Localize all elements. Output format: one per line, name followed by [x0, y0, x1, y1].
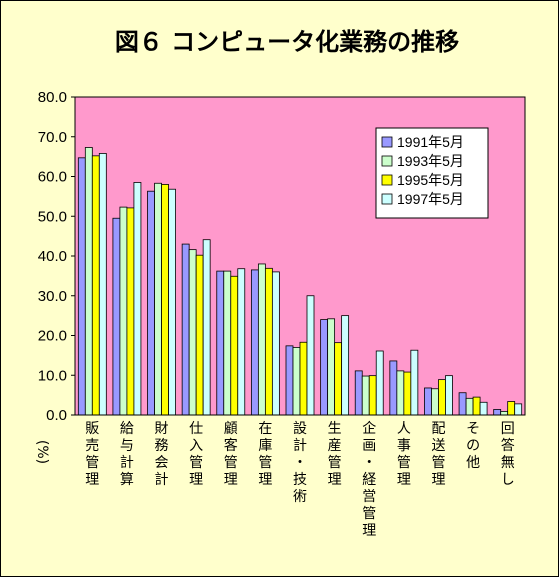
bar-2-8	[327, 318, 336, 416]
bar-4-4	[202, 239, 211, 416]
legend-label: 1995年5月	[397, 172, 464, 188]
legend-swatch	[381, 155, 393, 167]
bar-2-5	[223, 270, 232, 416]
category-label: 配送管理	[431, 421, 445, 488]
category-label: 設計・技術	[293, 421, 307, 505]
legend-box	[375, 127, 489, 219]
bar-4-2	[133, 182, 142, 416]
y-tick-label: 70.0	[38, 129, 67, 146]
bar-2-4	[188, 249, 197, 416]
legend-label: 1997年5月	[397, 191, 464, 207]
bar-4-8	[341, 315, 350, 416]
bar-1-4	[181, 243, 190, 416]
bar-1-7	[285, 345, 294, 416]
y-axis: 80.0 70.0 60.0 50.0 40.0 30.0 20.0 10.0 0.0	[38, 89, 76, 424]
bar-4-3	[168, 188, 176, 416]
legend-swatch	[381, 136, 393, 148]
category-label: 生産管理	[328, 421, 342, 488]
y-axis-label: (%)	[34, 440, 50, 464]
bar-1-2	[112, 217, 121, 416]
category-label: 財務会計	[155, 421, 169, 488]
bar-2-3	[154, 182, 162, 416]
bar-1-6	[250, 269, 259, 416]
category-label: 仕入管理	[189, 421, 203, 488]
bar-3-2	[126, 207, 135, 416]
y-tick-label: 0.0	[46, 407, 67, 424]
bar-2-10	[396, 370, 405, 416]
bar-3-8	[334, 342, 343, 416]
bar-1-10	[389, 360, 398, 416]
legend-label: 1993年5月	[397, 153, 464, 169]
bar-1-13	[493, 409, 502, 416]
legend-label: 1991年5月	[397, 134, 464, 150]
bar-4-1	[98, 153, 107, 416]
bar-3-5	[230, 275, 239, 416]
bar-4-13	[514, 403, 523, 416]
category-label: 人事管理	[397, 421, 411, 488]
bar-1-8	[320, 319, 329, 416]
y-tick-label: 60.0	[38, 169, 67, 186]
y-tick-label: 50.0	[38, 208, 67, 225]
bar-3-11	[438, 379, 446, 416]
y-tick-label: 40.0	[38, 248, 67, 265]
bar-3-1	[91, 155, 100, 416]
legend-swatch	[381, 174, 393, 186]
bars-group	[77, 147, 523, 416]
category-label: その他	[466, 421, 480, 471]
bar-2-2	[119, 206, 128, 416]
bar-2-1	[84, 147, 93, 416]
category-label: 給与計算	[120, 421, 134, 488]
y-axis-label-group: (%)	[34, 440, 50, 464]
bar-1-1	[77, 157, 86, 416]
y-tick-label: 20.0	[38, 328, 67, 345]
bar-4-6	[271, 271, 280, 416]
bar-1-5	[216, 270, 225, 416]
bar-4-9	[375, 350, 384, 416]
category-label: 企画・経営管理	[362, 420, 376, 539]
category-label: 販売管理	[85, 421, 99, 488]
bar-4-11	[445, 375, 453, 416]
bar-2-12	[465, 397, 474, 416]
y-tick-label: 30.0	[38, 288, 67, 305]
bar-1-12	[458, 392, 467, 416]
bar-3-9	[368, 375, 377, 416]
y-tick-label: 10.0	[38, 367, 67, 384]
bar-2-11	[431, 388, 439, 416]
bar-3-10	[403, 371, 412, 416]
bar-3-3	[161, 184, 169, 416]
bar-1-9	[354, 370, 363, 416]
category-label: 顧客管理	[224, 421, 238, 488]
bar-4-7	[306, 295, 315, 416]
bar-2-9	[361, 375, 370, 416]
bar-4-10	[410, 349, 419, 416]
bar-3-13	[507, 401, 516, 416]
category-label: 在庫管理	[258, 421, 272, 488]
legend-swatch	[381, 193, 393, 205]
category-label: 回答無し	[501, 421, 515, 488]
bar-1-3	[147, 190, 155, 416]
chart-title: 図６ コンピュータ化業務の推移	[115, 28, 459, 56]
bar-4-12	[479, 401, 488, 416]
bar-4-5	[237, 268, 246, 416]
bar-3-6	[264, 267, 273, 416]
bar-3-4	[195, 254, 204, 416]
bar-2-6	[257, 263, 266, 416]
bar-2-13	[500, 411, 509, 416]
legend: 1991年5月 1993年5月 1995年5月 1997年5月	[375, 127, 489, 219]
bar-3-12	[472, 396, 481, 416]
x-axis: 販売管理 給与計算 財務会計 仕入管理 顧客管理 在庫管理 設計・技術 生産管理 企画・経営管理…	[75, 414, 525, 539]
bar-1-11	[424, 387, 432, 416]
bar-3-7	[299, 341, 308, 416]
bar-2-7	[292, 347, 301, 416]
y-tick-label: 80.0	[38, 89, 67, 106]
